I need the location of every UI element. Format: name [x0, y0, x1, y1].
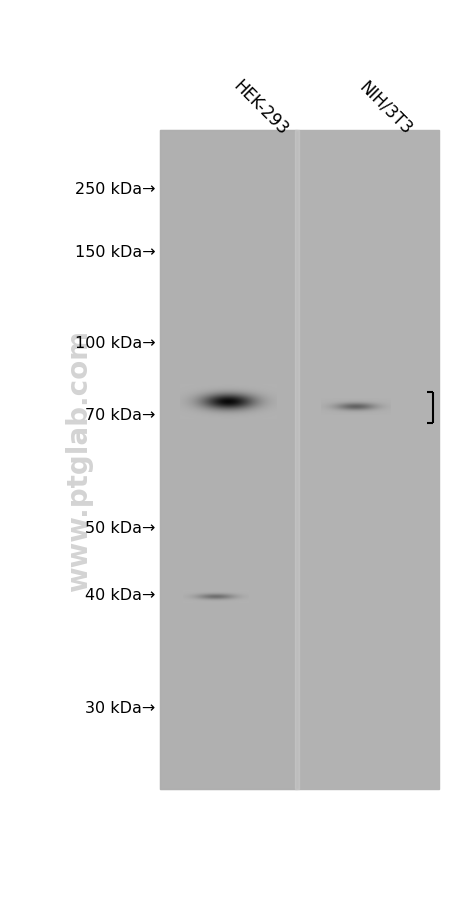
- Text: HEK-293: HEK-293: [230, 78, 292, 140]
- Bar: [160, 131, 439, 789]
- Text: 250 kDa→: 250 kDa→: [75, 182, 155, 197]
- Bar: [295, 131, 299, 789]
- Text: 30 kDa→: 30 kDa→: [85, 701, 155, 715]
- Text: 150 kDa→: 150 kDa→: [75, 245, 155, 260]
- Text: 70 kDa→: 70 kDa→: [85, 408, 155, 422]
- Text: 40 kDa→: 40 kDa→: [85, 588, 155, 603]
- Text: www.ptglab.com: www.ptglab.com: [65, 329, 93, 591]
- Text: 50 kDa→: 50 kDa→: [85, 520, 155, 535]
- Text: NIH/3T3: NIH/3T3: [356, 78, 416, 137]
- Text: 100 kDa→: 100 kDa→: [75, 336, 155, 350]
- Bar: [160, 131, 297, 789]
